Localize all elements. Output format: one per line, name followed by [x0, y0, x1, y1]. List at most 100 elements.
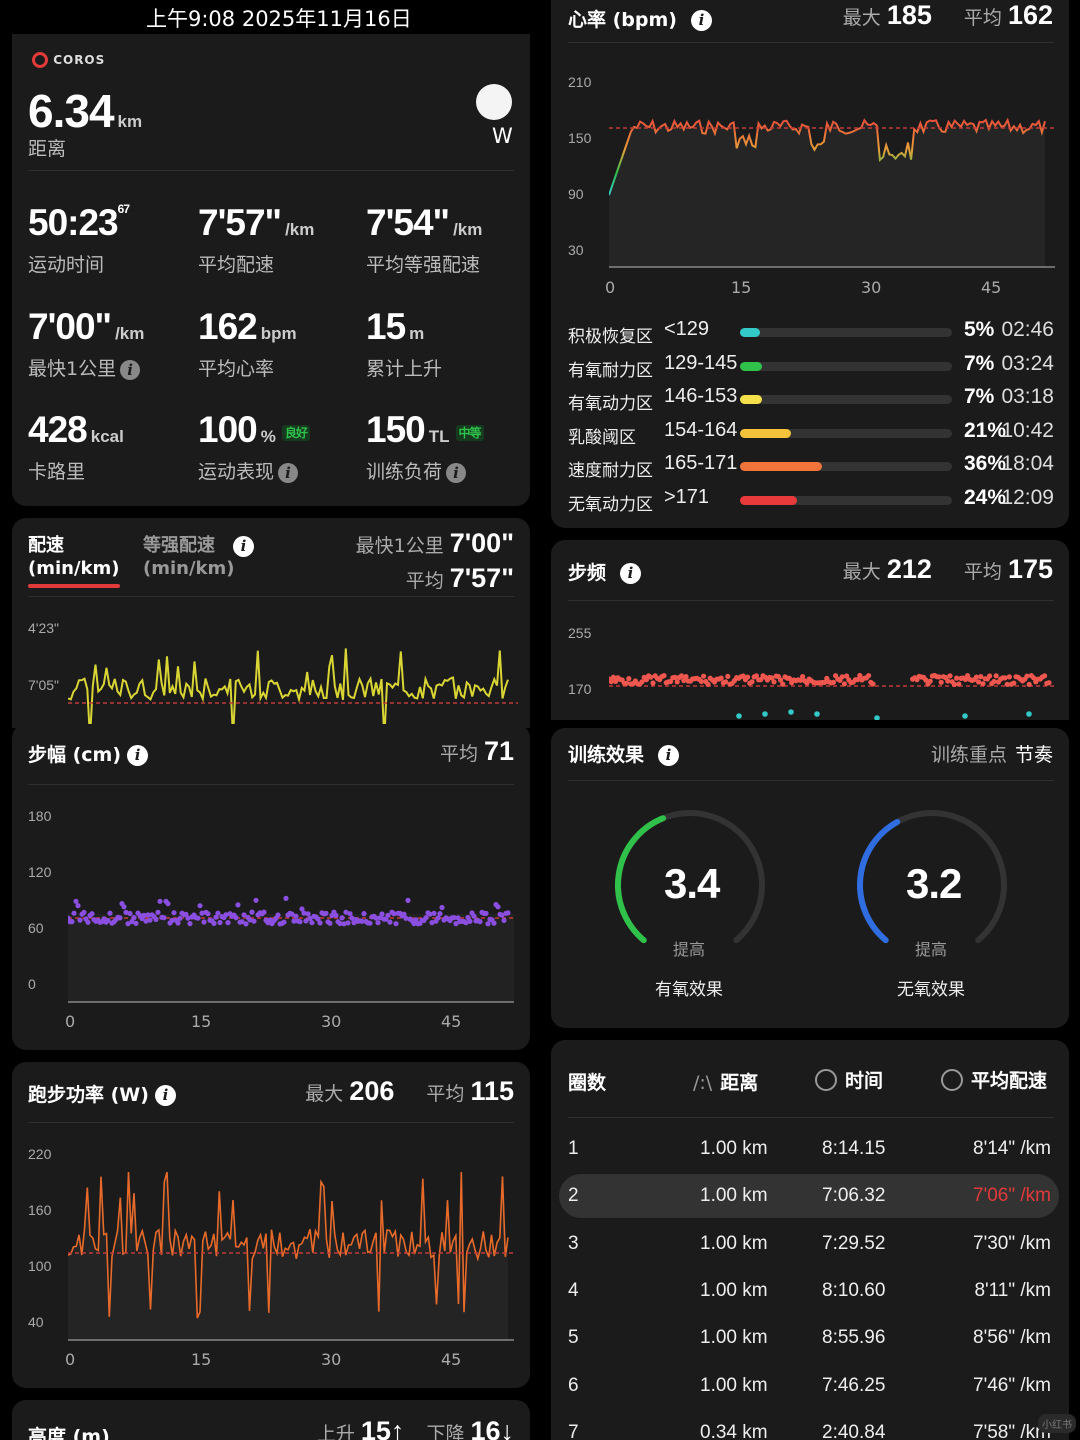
info-icon[interactable]: i — [620, 563, 642, 584]
stride-point — [121, 904, 127, 910]
pace-chart[interactable] — [68, 628, 518, 728]
cadence-point — [855, 677, 861, 683]
table-row[interactable]: 6 1.00 km 7:46.25 7'46" /km — [559, 1364, 1059, 1408]
cadence-point — [980, 681, 986, 687]
stat-value: 428 kcal — [28, 409, 124, 450]
table-row[interactable]: 4 1.00 km 8:10.60 8'11" /km — [559, 1269, 1059, 1313]
cadence-point — [844, 673, 850, 679]
divider — [568, 780, 1054, 781]
stride-point — [145, 912, 151, 918]
table-row[interactable]: 2 1.00 km 7:06.32 7'06" /km — [559, 1174, 1059, 1219]
stride-point — [491, 920, 497, 926]
cadence-point — [771, 679, 777, 685]
table-row[interactable]: 5 1.00 km 8:55.96 8'56" /km — [559, 1316, 1059, 1360]
cadence-point — [927, 678, 933, 684]
info-icon[interactable]: i — [690, 10, 712, 31]
hr-chart[interactable] — [609, 100, 1055, 270]
table-row[interactable]: 1 1.00 km 8:14.15 8'14" /km — [559, 1127, 1059, 1171]
fastest-km: 最快1公里 7'00" — [355, 528, 514, 558]
stat-value: 7'54"/km — [366, 202, 483, 243]
stride-point — [379, 911, 385, 917]
cadence-point — [1011, 680, 1017, 686]
cadence-point — [830, 679, 836, 685]
stride-point — [169, 917, 175, 924]
stat-label[interactable]: 最快1公里 i — [28, 354, 141, 381]
lap-time: 8:55.96 — [822, 1327, 886, 1349]
cadence-point — [650, 680, 656, 686]
tab-pace[interactable]: 配速 (min/km) — [28, 534, 120, 588]
cadence-point — [609, 679, 614, 685]
aerobic-value: 3.4 — [664, 860, 720, 907]
info-icon[interactable]: i — [278, 462, 299, 483]
stat-label[interactable]: 运动表现 i — [198, 457, 299, 484]
hr-zone-row: 乳酸阈区 154-164 21% 10:42 — [568, 419, 1054, 449]
cadence-point — [1026, 681, 1032, 687]
info-icon[interactable]: i — [233, 535, 254, 557]
laps-header[interactable]: 圈数 — [568, 1072, 607, 1094]
zone-name: 乳酸阈区 — [568, 427, 636, 448]
cadence-point — [1004, 681, 1010, 687]
info-icon[interactable]: i — [127, 745, 149, 766]
stride-series — [68, 895, 511, 927]
stride-point — [211, 920, 217, 926]
distance-header[interactable]: /:\ 距离 — [693, 1072, 759, 1094]
cadence-point — [626, 676, 632, 682]
stride-point — [427, 911, 433, 917]
stride-point — [239, 919, 245, 925]
pace-header[interactable]: 平均配速 — [941, 1066, 1047, 1093]
stride-chart[interactable] — [68, 814, 514, 1004]
cadence-point — [725, 673, 731, 679]
stride-point — [375, 920, 381, 926]
lap-pace: 7'06" /km — [973, 1185, 1051, 1207]
x-tick: 30 — [321, 1350, 342, 1369]
lap-distance: 1.00 km — [700, 1138, 768, 1159]
x-tick: 45 — [441, 1012, 462, 1031]
cadence-point — [987, 673, 993, 679]
cadence-point — [648, 674, 654, 680]
cadence-chart[interactable] — [609, 650, 1055, 720]
stride-point — [235, 902, 241, 908]
cadence-point — [800, 674, 806, 680]
stride-point — [405, 897, 411, 903]
tab-grade-pace[interactable]: 等强配速 i (min/km) — [143, 534, 254, 580]
stride-point — [495, 904, 501, 910]
table-row[interactable]: 3 1.00 km 7:29.52 7'30" /km — [559, 1222, 1059, 1266]
stride-point — [283, 895, 289, 901]
stride-point — [205, 911, 211, 917]
stride-point — [89, 911, 95, 917]
x-tick: 45 — [981, 278, 1002, 297]
stride-point — [413, 917, 419, 923]
stride-point — [155, 909, 161, 915]
stride-point — [307, 915, 313, 921]
zone-bar-track — [740, 361, 952, 371]
cadence-point — [936, 674, 942, 680]
cadence-point — [753, 673, 759, 679]
stride-point — [437, 911, 443, 917]
stride-point — [247, 917, 253, 923]
stride-point — [435, 915, 441, 921]
stride-point — [141, 912, 147, 918]
stat-label[interactable]: 训练负荷 i — [366, 457, 467, 484]
time-header[interactable]: 时间 — [815, 1066, 883, 1093]
status-badge: 中等 — [455, 424, 484, 441]
info-icon[interactable]: i — [120, 359, 141, 380]
info-icon[interactable]: i — [658, 745, 680, 766]
stride-point — [125, 921, 131, 927]
distance-icon: /:\ — [693, 1072, 713, 1094]
lap-number: 2 — [568, 1185, 579, 1207]
cadence-point — [718, 675, 724, 681]
stride-point — [85, 919, 91, 925]
stride-point — [165, 901, 171, 907]
cadence-point — [705, 681, 711, 687]
table-row[interactable]: 7 0.34 km 2:40.84 7'58" /km — [559, 1411, 1059, 1440]
laps-card: 圈数 /:\ 距离 时间 平均配速 1 1.00 km 8:14.15 8'14" /k… — [551, 1040, 1069, 1440]
anaerobic-value: 3.2 — [906, 860, 962, 907]
info-icon[interactable]: i — [446, 462, 467, 483]
y-tick: 60 — [28, 920, 44, 936]
stopwatch-icon — [941, 1068, 963, 1091]
power-chart[interactable] — [68, 1152, 514, 1342]
stat-label: 累计上升 — [366, 358, 443, 380]
zone-name: 无氧动力区 — [568, 494, 653, 515]
info-icon[interactable]: i — [154, 1085, 176, 1106]
stride-point — [343, 909, 349, 915]
